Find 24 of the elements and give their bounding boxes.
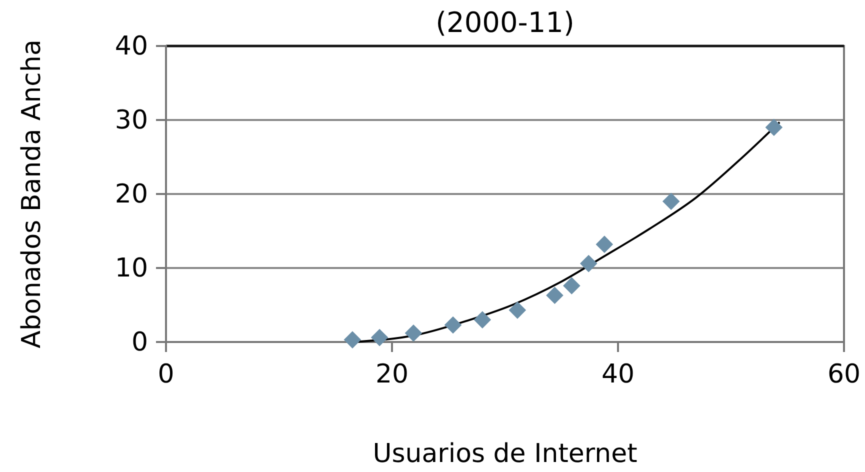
y-tick-label: 10 <box>114 253 148 284</box>
point <box>474 311 492 328</box>
y-tick-label: 30 <box>114 105 148 136</box>
point <box>662 192 680 210</box>
x-tick-label: 20 <box>375 359 409 390</box>
point <box>508 302 526 319</box>
point <box>444 316 462 334</box>
point <box>596 236 614 253</box>
point <box>580 254 598 272</box>
point <box>765 118 783 136</box>
point <box>563 277 580 294</box>
point <box>404 324 422 342</box>
point <box>370 328 388 346</box>
point <box>344 331 362 348</box>
x-axis-title: Usuarios de Internet <box>372 439 638 469</box>
point <box>546 286 564 304</box>
chart-title: (2000-11) <box>436 6 574 39</box>
y-tick-label: 0 <box>131 327 148 358</box>
x-tick-label: 60 <box>827 359 861 390</box>
x-tick-label: 0 <box>158 359 174 390</box>
x-tick-label: 40 <box>601 359 635 390</box>
y-tick-label: 20 <box>114 179 148 210</box>
y-axis-title: Abonados Banda Ancha <box>17 40 47 348</box>
y-tick-label: 40 <box>114 31 148 62</box>
